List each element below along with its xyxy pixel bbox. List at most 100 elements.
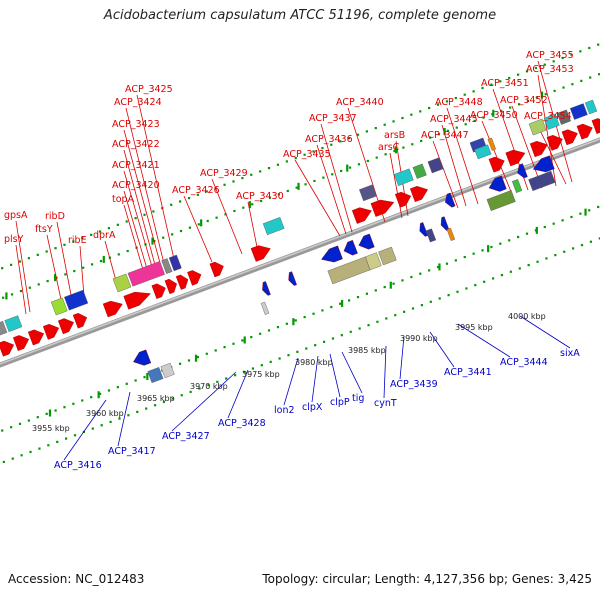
reverse-gene-block [511,179,523,193]
bottom-gene-label: ACP_3444 [500,357,548,368]
forward-gene-block [528,118,547,136]
tick-major-top [5,292,8,300]
tick-dot-top-outer [445,100,449,103]
tick-dot-top-outer [285,160,288,163]
label-leader-line [432,140,459,209]
tick-dot-top [446,129,449,133]
tick-dot-top [2,296,5,299]
label-leader-line [15,244,27,315]
tick-dot-top-outer [534,66,537,70]
tick-dot-top [313,179,316,183]
tick-dot-bottom [490,245,493,249]
tick-dot-bottom-outer [73,434,77,437]
genome-title: Acidobacterium capsulatum ATCC 51196, co… [103,8,497,23]
forward-gene-arrow [591,118,600,134]
top-gene-label: ACP_3452 [500,95,548,106]
tick-dot-top [28,286,31,289]
tick-dot-bottom [54,409,57,412]
tick-dot-bottom-outer [483,280,486,283]
tick-major-top [346,164,349,172]
tick-dot-top-outer [36,253,39,256]
tick-dot-bottom [312,312,315,315]
tick-dot-bottom [187,359,191,362]
tick-dot-top-outer [27,257,30,260]
forward-gene-block [412,163,427,179]
bottom-gene-label: ACP_3416 [54,460,102,471]
forward-gene-arrow [505,149,526,167]
tick-dot-bottom [214,349,217,352]
tick-dot-bottom-outer [65,437,68,440]
label-leader-line [294,159,341,237]
tick-major-top [297,182,300,190]
tick-dot-bottom-outer [589,240,593,243]
tick-dot-top [188,226,192,229]
tick-dot-top-outer [170,203,173,206]
tick-dot-top-outer [428,106,431,110]
forward-gene-arrow [12,335,30,351]
tick-dot-top-outer [303,153,306,156]
top-gene-label: ACP_3423 [112,119,160,130]
tick-dot-bottom [232,342,235,345]
tick-major-bottom [389,281,392,289]
label-leader-line [399,335,405,380]
tick-dot-bottom-outer [278,357,281,360]
tick-major-top [200,219,203,227]
tick-dot-bottom-outer [429,300,432,303]
tick-dot-top-outer [312,150,315,153]
tick-dot-bottom [543,225,546,229]
tick-dot-bottom [321,309,324,312]
tick-dot-top-outer [472,90,475,93]
reverse-gene-arrow [488,175,507,192]
reverse-gene-arrow [517,163,528,179]
tick-dot-top [455,126,458,129]
tick-dot-top-outer [525,70,529,73]
forward-gene-arrow [546,134,563,151]
forward-gene-block [161,258,173,274]
forward-gene-block [584,99,598,115]
tick-dot-bottom-outer [2,460,5,464]
tick-dot-bottom-outer [296,350,299,353]
forward-gene-block [569,103,588,120]
tick-dot-top-outer [196,193,199,196]
top-gene-label: ACP_3445 [430,114,478,125]
tick-dot-top [384,153,387,156]
tick-dot-bottom [552,222,555,225]
tick-dot-top [473,119,476,123]
tick-dot-bottom [339,302,342,305]
tick-major-top [248,201,251,209]
genome-summary: Topology: circular; Length: 4,127,356 bp… [262,572,592,586]
forward-gene-arrow [394,191,412,208]
bottom-gene-label: clpP [330,397,350,408]
feature-layer [0,99,600,384]
top-gene-label: ACP_3429 [200,168,248,179]
forward-gene-arrow [351,207,372,224]
forward-gene-arrow [164,278,177,295]
scale-label: 4000 kbp [508,312,546,321]
tick-dot-bottom [134,379,137,382]
tick-dot-bottom [267,329,271,332]
forward-gene-arrow [250,245,271,262]
tick-dot-top [340,169,343,173]
tick-dot-bottom [116,386,119,389]
tick-dot-top-outer [241,177,244,180]
forward-gene-block [4,315,23,333]
tick-dot-top-outer [267,166,271,170]
tick-dot-bottom [383,285,386,289]
label-leader-line [446,107,479,205]
tick-dot-bottom-outer [153,404,157,407]
label-leader-line [441,124,467,207]
tick-dot-bottom-outer [385,317,388,320]
forward-gene-arrow [370,199,395,217]
tick-dot-bottom-outer [269,360,272,363]
scale-label: 3990 kbp [400,334,438,343]
tick-dot-top [162,236,165,239]
top-gene-label: ACP_3425 [125,84,173,95]
bottom-gene-label: cynT [374,398,397,409]
scale-label: 3985 kbp [348,346,386,355]
label-leader-line [481,120,513,195]
label-leader-line [123,149,159,277]
tick-dot-top [19,289,23,293]
tick-dot-bottom [499,242,502,245]
top-gene-label: ACP_3448 [435,97,483,108]
